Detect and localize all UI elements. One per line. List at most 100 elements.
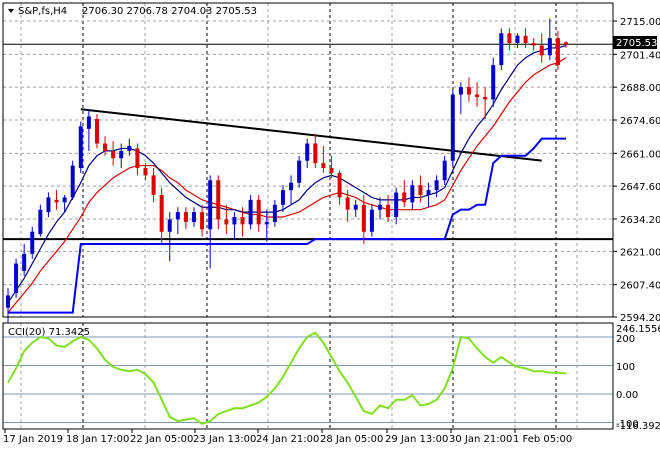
candle-body (321, 163, 326, 169)
candle (507, 28, 512, 51)
candle-body (386, 204, 391, 218)
candle-body (54, 199, 59, 203)
candle-body (434, 180, 439, 191)
candle (175, 207, 180, 235)
candle-body (442, 160, 447, 181)
candle-body (264, 221, 269, 225)
candle (30, 226, 35, 259)
candle-body (426, 190, 431, 195)
candle (119, 143, 124, 169)
candle-body (353, 204, 358, 210)
candle-body (38, 209, 43, 235)
candle (466, 77, 471, 102)
dropdown-triangle-icon[interactable] (8, 9, 14, 13)
cci-plot (7, 331, 567, 426)
candle (86, 109, 91, 151)
candle (369, 204, 374, 237)
candle-body (30, 231, 35, 254)
candle-body (127, 145, 132, 151)
candle-body (240, 217, 245, 225)
candle-body (523, 35, 528, 44)
candle (70, 160, 75, 200)
price-tick-label: 2715.00 (620, 17, 660, 28)
price-tick-label: 2701.40 (620, 50, 660, 61)
time-label: 28 Jan 05:00 (320, 434, 383, 445)
candle (62, 194, 67, 213)
candle-body (499, 33, 504, 66)
price-tick-label: 2661.00 (620, 149, 660, 160)
candle (442, 155, 447, 186)
candle-body (248, 199, 253, 225)
candle (305, 138, 310, 169)
candle-body (410, 185, 415, 203)
candle (386, 194, 391, 222)
stop-line (8, 137, 566, 314)
candle-body (119, 150, 124, 159)
candle-body (555, 38, 560, 66)
candle (280, 185, 285, 213)
candle (297, 155, 302, 188)
time-label: 18 Jan 17:00 (66, 434, 129, 445)
candle-body (458, 87, 463, 95)
candle (94, 114, 99, 149)
ma-fast-line (7, 44, 567, 304)
candle-body (143, 168, 148, 176)
ohlc-label: 2706.30 2706.78 2704.03 2705.53 (82, 6, 257, 17)
candle-body (272, 204, 277, 222)
candle (410, 180, 415, 210)
candle-body (531, 43, 536, 46)
candle (321, 145, 326, 173)
candle (135, 143, 140, 176)
candle-body (167, 219, 172, 232)
candle-body (345, 197, 350, 210)
candle (159, 187, 164, 244)
symbol-label: S&P,fs,H4 (18, 6, 67, 17)
candle-body (256, 199, 261, 225)
time-label: 22 Jan 05:00 (130, 434, 193, 445)
candle-body (547, 38, 552, 56)
cci-tick-label: -116.3926 (616, 421, 660, 432)
candle (151, 168, 156, 203)
price-tick-label: 2634.20 (620, 215, 660, 226)
candle-body (200, 212, 205, 230)
candle (434, 175, 439, 198)
candle-body (483, 96, 488, 100)
candle (224, 204, 229, 235)
candle (256, 194, 261, 232)
candle (378, 197, 382, 220)
cci-tick-label: 100 (616, 362, 635, 373)
candle (345, 190, 350, 222)
candle (353, 199, 358, 218)
price-tick-label: 2647.60 (620, 182, 660, 193)
candle-body (46, 197, 51, 213)
candle (272, 199, 277, 227)
candle (14, 258, 19, 298)
cci-tick-label: 200 (616, 334, 635, 345)
candle-body (289, 182, 294, 191)
candle (240, 207, 245, 237)
candle (555, 30, 560, 71)
candle (499, 28, 504, 71)
candle-body (175, 212, 180, 220)
candle-body (6, 295, 10, 308)
price-plot (3, 18, 613, 323)
candle (475, 82, 480, 107)
candle-body (394, 192, 399, 218)
candle-body (361, 204, 366, 232)
candle-body (369, 209, 374, 232)
time-label: 23 Jan 13:00 (193, 434, 256, 445)
cci-tick-label: 0.00 (616, 390, 638, 401)
candle (183, 207, 188, 230)
candle-body (564, 42, 568, 45)
candle (418, 175, 423, 203)
candle-body (466, 87, 471, 95)
candle (450, 89, 455, 166)
candle-body (402, 192, 407, 203)
cci-line (7, 331, 567, 426)
candle-body (151, 175, 156, 195)
candle-body (94, 119, 99, 144)
price-tick-label: 2607.40 (620, 281, 660, 292)
current-price-marker: 2705.53 (613, 36, 657, 49)
candle-body (135, 148, 140, 169)
